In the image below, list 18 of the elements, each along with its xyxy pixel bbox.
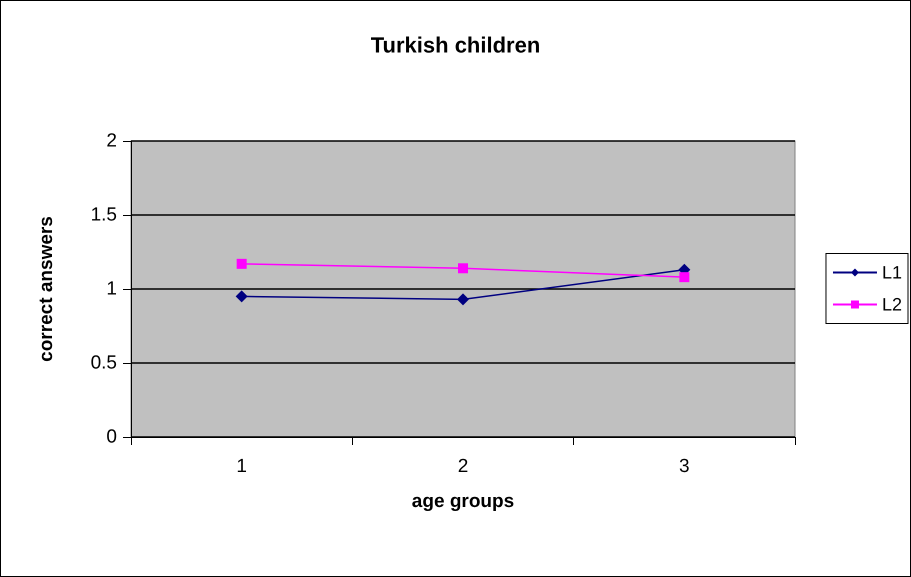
x-tick-label: 2: [458, 456, 468, 477]
legend-label: L2: [882, 294, 902, 314]
legend-label: L1: [882, 262, 902, 282]
x-tick-label: 1: [236, 456, 247, 477]
x-axis-title: age groups: [412, 491, 514, 512]
y-tick-label: 2: [106, 130, 117, 152]
y-tick-label: 1.5: [90, 204, 117, 226]
y-tick-label: 0: [106, 426, 117, 448]
point: [457, 293, 469, 306]
chart-title: Turkish children: [370, 32, 540, 58]
x-tick-label: 3: [679, 456, 690, 477]
y-axis-title: correct answers: [36, 216, 57, 362]
point: [236, 258, 247, 269]
y-tick-label: 0.5: [90, 352, 117, 374]
point: [679, 272, 690, 282]
y-tick-label: 1: [106, 278, 117, 300]
point: [236, 290, 248, 302]
point: [458, 263, 468, 274]
